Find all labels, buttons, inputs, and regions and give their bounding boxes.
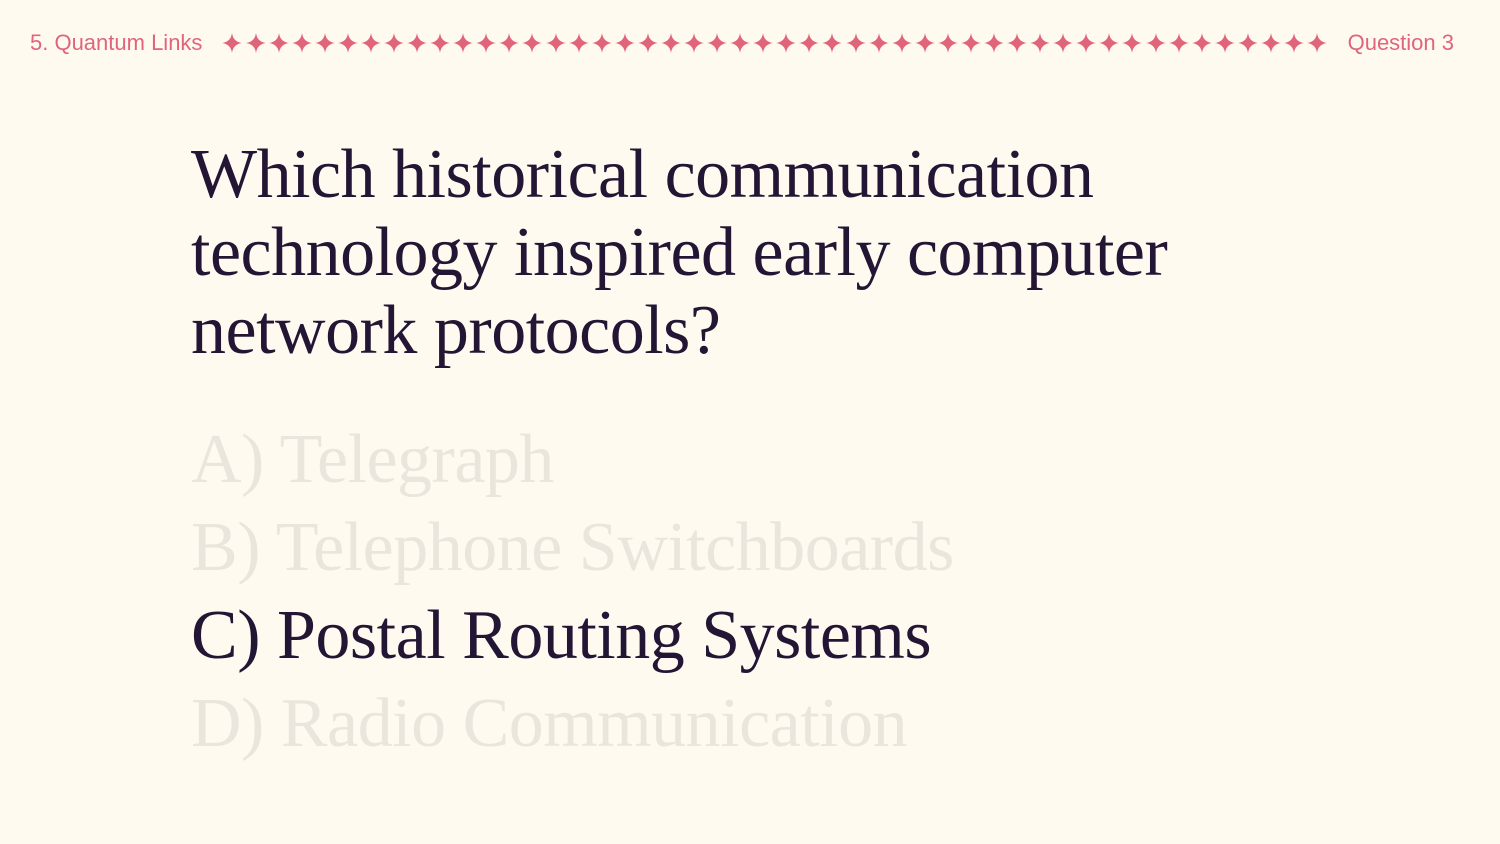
sparkle-icon — [268, 33, 289, 53]
sparkle-icon — [707, 33, 728, 53]
sparkle-icon — [1145, 33, 1166, 53]
sparkle-icon — [1122, 33, 1143, 53]
sparkle-icon — [522, 33, 543, 53]
question-number: Question 3 — [1347, 30, 1454, 55]
sparkle-icon — [822, 33, 843, 53]
sparkle-icon — [1307, 33, 1328, 53]
sparkle-divider — [222, 26, 1328, 60]
sparkle-icon — [407, 33, 428, 53]
sparkle-icon — [1191, 33, 1212, 53]
sparkle-icon — [845, 33, 866, 53]
answer-option-c[interactable]: C) Postal Routing Systems — [191, 597, 932, 674]
question-text: Which historical communication technolog… — [191, 136, 1168, 369]
sparkle-icon — [1214, 33, 1235, 53]
sparkle-icon — [868, 33, 889, 53]
sparkle-icon — [753, 33, 774, 53]
sparkle-icon — [960, 33, 981, 53]
answer-list: A) Telegraph B) Telephone Switchboards C… — [191, 416, 954, 768]
sparkle-icon — [1053, 33, 1074, 53]
answer-option-a[interactable]: A) Telegraph — [191, 421, 554, 498]
sparkle-icon — [660, 33, 681, 53]
sparkle-icon — [568, 33, 589, 53]
sparkle-icon — [891, 33, 912, 53]
sparkle-icon — [1237, 33, 1258, 53]
sparkle-icon — [545, 33, 566, 53]
sparkle-icon — [776, 33, 797, 53]
round-label: 5. Quantum Links — [30, 30, 203, 55]
sparkle-icon — [684, 33, 704, 53]
sparkle-icon — [337, 33, 358, 53]
sparkle-icon — [591, 33, 612, 53]
sparkle-icon — [914, 33, 935, 53]
sparkle-icon — [614, 33, 635, 53]
sparkle-icon — [476, 33, 497, 53]
sparkle-icon — [222, 33, 243, 53]
sparkle-icon — [1099, 33, 1120, 53]
sparkle-icon — [799, 33, 820, 53]
sparkle-icon — [360, 33, 381, 53]
sparkle-icon — [383, 33, 404, 53]
sparkle-icon — [937, 33, 958, 53]
sparkle-icon — [291, 33, 312, 53]
sparkle-icon — [730, 33, 751, 53]
sparkle-icon — [430, 33, 451, 53]
sparkle-icon — [637, 33, 658, 53]
sparkle-icon — [314, 33, 335, 53]
sparkle-icon — [453, 33, 474, 53]
sparkle-icon — [1030, 33, 1051, 53]
sparkle-icon — [245, 33, 266, 53]
sparkle-icon — [1007, 33, 1028, 53]
sparkle-icon — [1284, 33, 1305, 53]
sparkle-icon — [984, 33, 1005, 53]
sparkle-icon — [1076, 33, 1097, 53]
sparkle-icon — [1260, 33, 1281, 53]
answer-option-b[interactable]: B) Telephone Switchboards — [191, 509, 954, 586]
sparkle-icon — [1168, 33, 1189, 53]
quiz-header: 5. Quantum Links Question 3 — [30, 26, 1454, 60]
sparkle-icon — [499, 33, 520, 53]
answer-option-d[interactable]: D) Radio Communication — [191, 685, 908, 762]
